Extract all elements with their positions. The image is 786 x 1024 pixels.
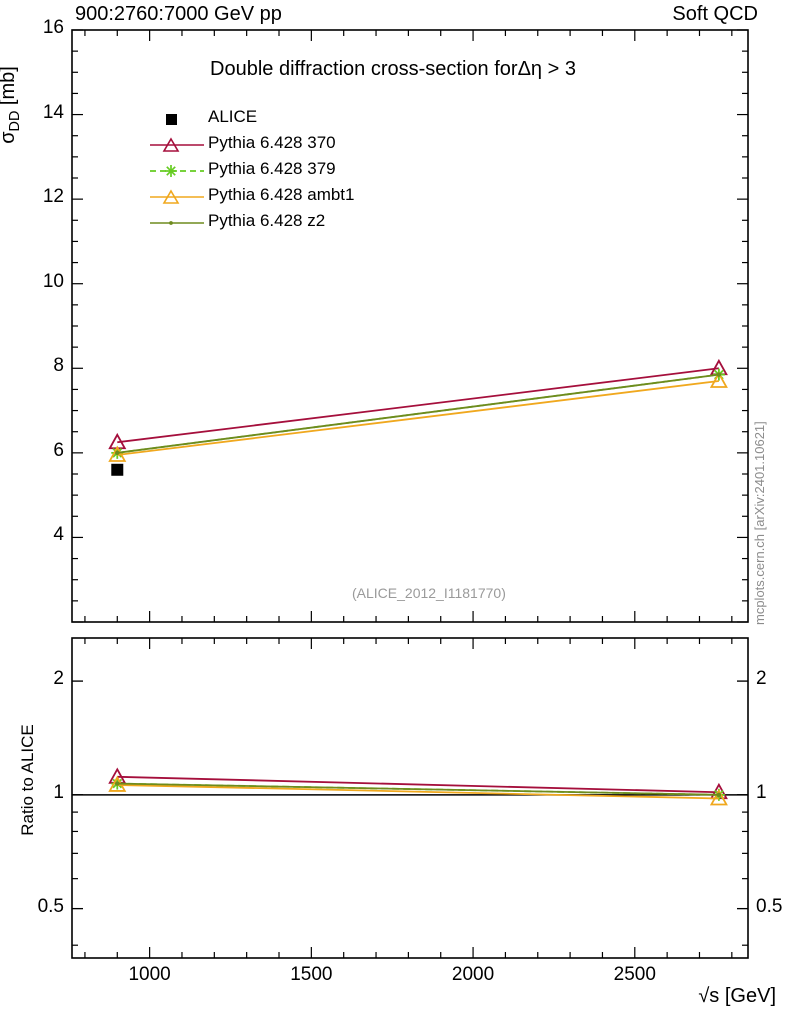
- main-panel-ticks: [72, 29, 748, 623]
- analysis-id-watermark: (ALICE_2012_I1181770): [352, 585, 506, 601]
- axis-tick-label: 1: [53, 781, 64, 803]
- legend-label: Pythia 6.428 ambt1: [208, 185, 355, 204]
- axis-tick-label: 2000: [451, 964, 495, 985]
- legend-key-pythia-379: [150, 160, 204, 182]
- axis-tick-label: 2: [756, 668, 767, 690]
- x-axis-label: √s [GeV]: [698, 985, 776, 1008]
- axis-tick-label: 2: [53, 668, 64, 690]
- axis-tick-label: 8: [53, 355, 64, 377]
- axis-tick-label: 1: [756, 781, 767, 803]
- ratio-panel-frame: [71, 637, 749, 959]
- legend-key-pythia-ambt1: [150, 186, 204, 208]
- axis-tick-label: 14: [42, 101, 64, 123]
- legend-label: Pythia 6.428 370: [208, 133, 336, 152]
- legend-key-alice: [150, 108, 204, 130]
- axis-tick-label: 1500: [290, 964, 333, 985]
- legend-label: Pythia 6.428 z2: [208, 211, 326, 230]
- legend-key-pythia-z2: [150, 212, 204, 234]
- axis-tick-label: 10: [42, 270, 64, 292]
- axis-tick-label: 0.5: [37, 895, 64, 917]
- x-axis-label-text: √s [GeV]: [698, 985, 776, 1007]
- plot-title-text: Double diffraction cross-section forΔη >…: [210, 58, 576, 80]
- main-panel-data: [108, 358, 728, 476]
- axis-tick-label: 16: [42, 17, 64, 38]
- axis-tick-label: 6: [53, 439, 64, 461]
- legend-key-pythia-370: [150, 134, 204, 156]
- axis-tick-label: 0.5: [756, 895, 783, 917]
- axis-tick-label: 12: [42, 186, 64, 208]
- axis-tick-label: 1000: [128, 964, 171, 985]
- ratio-panel-data: [108, 767, 728, 806]
- axis-tick-label: 4: [53, 524, 64, 546]
- ratio-panel-ticks: [72, 638, 748, 958]
- header-beam-energies: 900:2760:7000 GeV pp: [75, 3, 282, 25]
- axis-tick-label: 2500: [613, 964, 656, 985]
- page-title: Double diffraction cross-section forΔη >…: [0, 58, 786, 81]
- header-analysis-category: Soft QCD: [672, 3, 758, 25]
- legend-label: ALICE: [208, 107, 258, 126]
- legend-label: Pythia 6.428 379: [208, 159, 336, 178]
